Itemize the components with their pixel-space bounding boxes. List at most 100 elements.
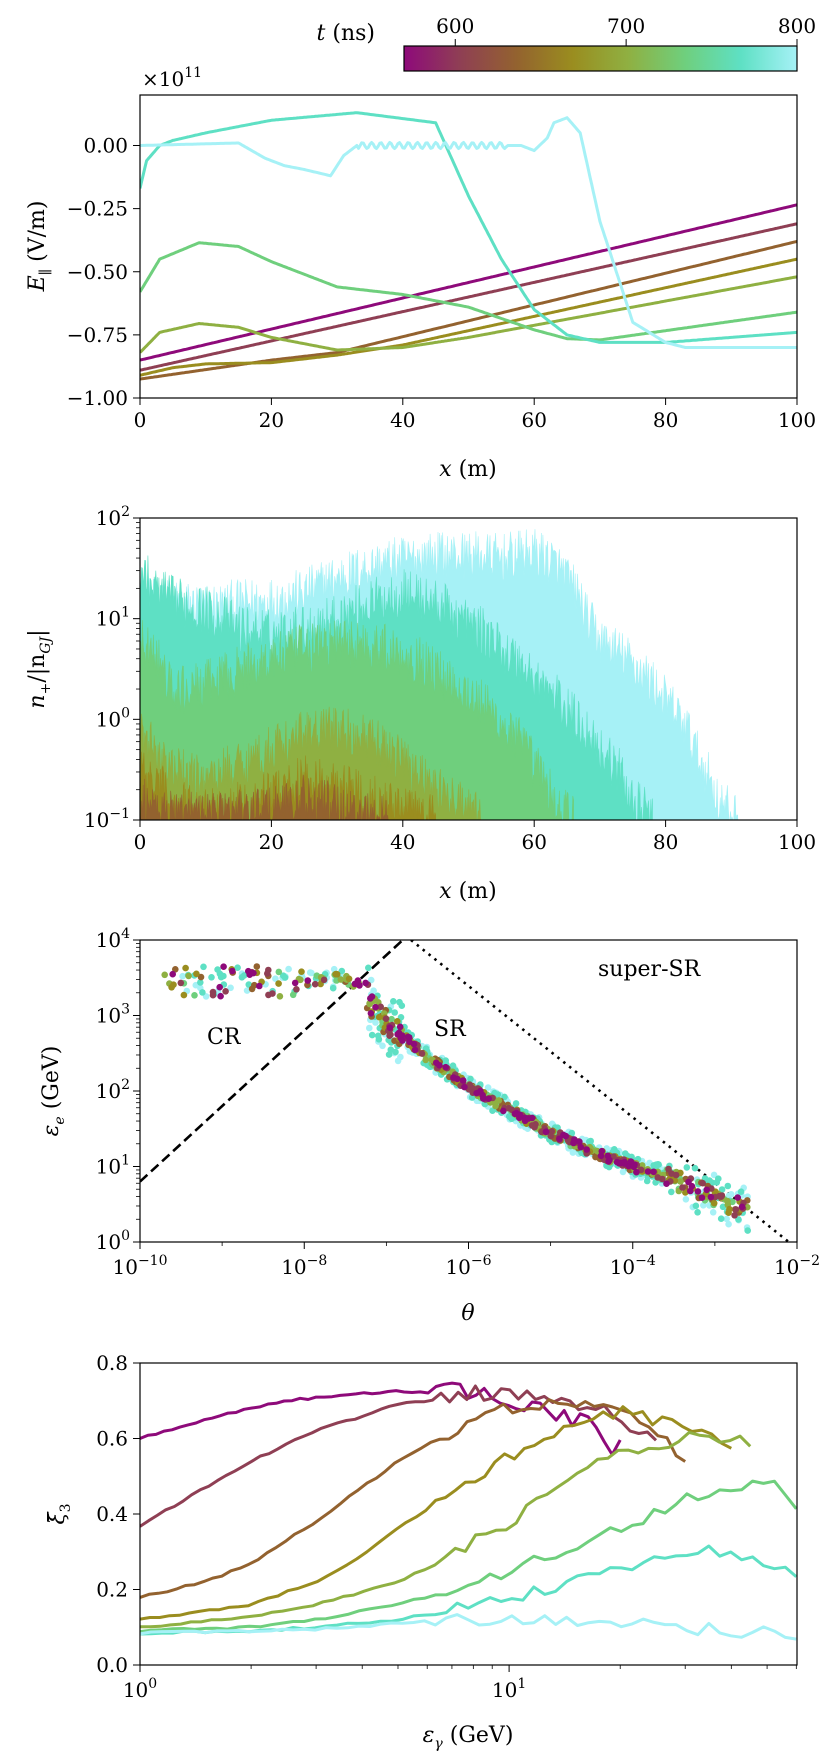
scatter-point	[200, 963, 207, 971]
scatter-point	[485, 1095, 493, 1102]
scatter-point	[281, 974, 289, 981]
scatter-point	[320, 976, 328, 984]
scatter-point	[729, 1198, 736, 1206]
scatter-point	[725, 1220, 732, 1228]
scatter-point	[713, 1179, 721, 1186]
panel-4-axes: 100 101 0.0 0.2 0.4 0.6 0.8	[96, 1351, 797, 1702]
panel-4-series	[140, 1381, 797, 1641]
scatter-point	[179, 972, 186, 980]
scatter-point	[717, 1215, 725, 1222]
scatter-point	[500, 1107, 507, 1115]
x-tick-label: 10−8	[281, 1253, 327, 1279]
scatter-point	[338, 967, 346, 975]
series-line-t5	[140, 275, 797, 354]
y-tick-label: 0.4	[96, 1502, 128, 1526]
scatter-point	[547, 1132, 555, 1140]
series-line-t7	[140, 111, 797, 344]
scatter-point	[467, 1075, 474, 1083]
scatter-point	[627, 1158, 635, 1165]
y-tick-label: 100	[96, 1228, 130, 1254]
scatter-point	[643, 1177, 651, 1185]
scatter-point	[264, 970, 271, 977]
x-tick-label: 10−2	[774, 1253, 820, 1279]
scatter-point	[734, 1194, 741, 1201]
panel-3-axes: 10−10 10−8 10−6 10−4 10−2 100 101 102 103 104	[96, 926, 820, 1279]
scatter-point	[391, 1037, 398, 1044]
panel-2-xlabel: x (m)	[439, 879, 496, 904]
panel-4-xlabel: εγ (GeV)	[423, 1723, 514, 1752]
scatter-point	[276, 993, 284, 1000]
scatter-point	[418, 1050, 426, 1057]
x-tick-label: 0	[134, 830, 147, 854]
y-tick-label: 104	[96, 926, 130, 952]
scatter-point	[744, 1227, 751, 1234]
scatter-point	[542, 1128, 550, 1135]
scatter-point	[366, 1024, 373, 1032]
scatter-point	[556, 1135, 563, 1143]
scatter-point	[351, 980, 359, 988]
y-tick-label: 0.8	[96, 1351, 128, 1375]
panel-2-series	[140, 529, 739, 820]
panel-1-exponent: ×1011	[142, 65, 202, 91]
scatter-point	[633, 1168, 640, 1176]
x-tick-label: 100	[123, 1676, 157, 1702]
density-area-t5	[140, 706, 482, 820]
scatter-point	[170, 981, 177, 988]
x-tick-label: 100	[778, 408, 816, 432]
scatter-point	[699, 1179, 706, 1187]
x-tick-label: 60	[521, 830, 546, 854]
series-line-t4	[140, 257, 797, 377]
scatter-point	[665, 1165, 672, 1173]
panel-1-axes: 0 20 40 60 80 100 −1.00 −0.75 −0.50 −0.25 0.00	[67, 134, 816, 433]
x-tick-label: 101	[492, 1676, 526, 1702]
colorbar-ticks: 600 700 800	[436, 14, 816, 46]
scatter-point	[512, 1100, 520, 1107]
scatter-point	[679, 1184, 686, 1191]
y-tick-label: −0.25	[67, 197, 128, 221]
scatter-point	[677, 1178, 684, 1185]
panel-4-ylabel: ξ̄3	[45, 1503, 74, 1524]
scatter-point	[727, 1191, 735, 1198]
scatter-point	[694, 1188, 702, 1195]
scatter-point	[672, 1171, 680, 1179]
scatter-point	[372, 1019, 379, 1026]
scatter-point	[220, 963, 227, 970]
panel-1-ylabel: E∥ (V/m)	[25, 201, 54, 293]
y-tick-label: 0.2	[96, 1578, 128, 1602]
scatter-point	[291, 979, 299, 987]
scatter-point	[367, 995, 374, 1002]
scatter-point	[663, 1180, 670, 1187]
scatter-point	[275, 980, 282, 987]
scatter-point	[593, 1147, 601, 1155]
y-tick-label: 101	[96, 605, 130, 631]
panel-3-xlabel: θ	[461, 1301, 474, 1326]
scatter-point	[732, 1206, 740, 1213]
panel-4-polarization: 100 101 0.0 0.2 0.4 0.6 0.8 εγ (GeV) ξ̄3	[45, 1351, 798, 1752]
scatter-point	[489, 1107, 496, 1114]
y-tick-label: 101	[96, 1153, 130, 1179]
scatter-point	[682, 1189, 689, 1196]
scatter-point	[703, 1186, 710, 1194]
scatter-point	[199, 989, 206, 996]
scatter-point	[372, 1003, 379, 1011]
scatter-point	[397, 1053, 404, 1061]
scatter-point	[709, 1209, 717, 1216]
panel-2-density: 0 20 40 60 80 100 10−1 100 101 102 x (m) n+/|nGJ|	[25, 504, 816, 904]
scatter-point	[718, 1186, 726, 1193]
colorbar-tick-label: 600	[436, 14, 474, 38]
annotation-super-sr: super-SR	[598, 957, 702, 982]
scatter-point	[586, 1138, 593, 1145]
scatter-point	[710, 1199, 718, 1207]
scatter-point	[392, 1048, 399, 1056]
scatter-point	[528, 1122, 536, 1129]
scatter-point	[659, 1175, 666, 1183]
series-line-t6	[140, 241, 797, 342]
scatter-point	[251, 981, 258, 989]
scatter-point	[180, 991, 188, 999]
scatter-point	[724, 1182, 732, 1190]
scatter-point	[468, 1094, 476, 1101]
scatter-point	[473, 1089, 480, 1097]
series-line-t1	[140, 203, 797, 362]
